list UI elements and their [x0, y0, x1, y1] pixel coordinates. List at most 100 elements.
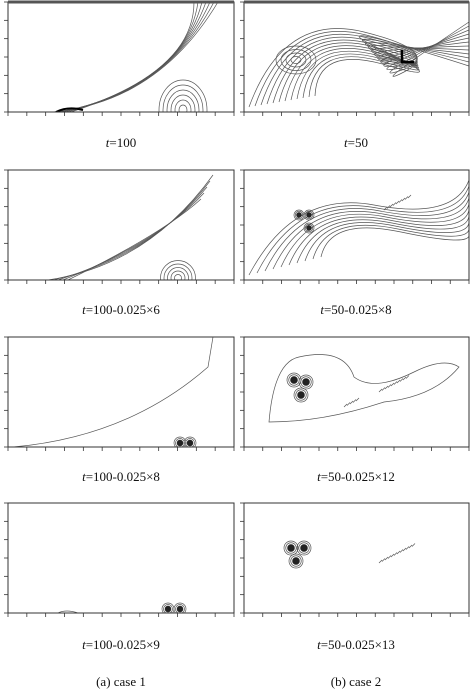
- contour-line: [404, 196, 409, 200]
- contour-line: [290, 47, 469, 101]
- panel: [4, 0, 235, 116]
- contour-line: [12, 337, 214, 447]
- panel-caption: t=100-0.025×9: [82, 637, 160, 652]
- contour-line: [288, 553, 304, 569]
- contour-line: [384, 385, 389, 390]
- panel: [240, 0, 470, 116]
- contour-line: [399, 549, 404, 553]
- contour-line: [290, 555, 302, 567]
- contour-line: [408, 544, 413, 549]
- vortex-core: [290, 376, 298, 384]
- contour-line: [387, 384, 392, 388]
- panel-frame: [7, 336, 235, 448]
- panel-caption: t=50-0.025×8: [320, 302, 392, 317]
- contour-line: [61, 2, 207, 112]
- contour-line: [343, 403, 348, 408]
- contour-line: [401, 197, 406, 202]
- vortex-core: [296, 212, 302, 218]
- vortex-core: [287, 544, 295, 552]
- contour-line: [268, 354, 460, 423]
- contour-line: [296, 540, 312, 556]
- contour-line: [283, 540, 299, 556]
- panel-caption: t=100-0.025×8: [82, 469, 160, 484]
- contour-line: [174, 99, 192, 112]
- contour-line: [405, 546, 410, 550]
- contour-line: [160, 260, 196, 280]
- panel-frame: [7, 169, 235, 281]
- contour-line: [349, 400, 354, 405]
- contour-line: [346, 402, 351, 406]
- panel-frame: [7, 502, 235, 614]
- contour-line: [293, 387, 309, 403]
- plot-area: [57, 602, 187, 613]
- contour-line: [248, 179, 469, 276]
- contour-line: [378, 388, 383, 393]
- panel: [240, 336, 470, 451]
- contour-line: [352, 399, 357, 403]
- contour-line: [173, 436, 187, 447]
- contour-line: [381, 387, 386, 391]
- contour-line: [256, 185, 469, 274]
- contour-line: [175, 604, 185, 613]
- contour-line: [290, 56, 302, 64]
- vortex-core: [297, 391, 305, 399]
- panel-caption: t=50: [344, 135, 368, 150]
- vortex-core: [177, 606, 183, 612]
- contour-line: [185, 438, 195, 447]
- contour-line: [298, 542, 310, 554]
- panel: [4, 502, 235, 617]
- contour-line: [304, 210, 314, 220]
- vortex-core: [187, 440, 193, 446]
- panel: [240, 169, 470, 284]
- contour-line: [384, 556, 389, 561]
- contour-line: [272, 197, 469, 270]
- contour-line: [55, 107, 84, 112]
- contour-line: [355, 397, 360, 402]
- panel: [240, 502, 470, 617]
- contour-line: [178, 104, 188, 112]
- plot-area: [12, 337, 214, 447]
- contour-line: [52, 2, 219, 112]
- contour-line: [285, 542, 297, 554]
- wall: [400, 50, 414, 64]
- contour-line: [55, 2, 215, 112]
- contour-line: [67, 2, 199, 112]
- panel: [4, 336, 235, 451]
- plot-area: [47, 174, 214, 280]
- plot-area: [283, 540, 416, 569]
- column-label: (a) case 1: [96, 674, 146, 689]
- vortex-core: [165, 606, 171, 612]
- vortex-core: [300, 544, 308, 552]
- contour-line: [296, 45, 469, 100]
- contour-line: [402, 376, 407, 381]
- contour-line: [389, 203, 394, 208]
- contour-line: [170, 94, 196, 112]
- plot-area: [248, 21, 469, 108]
- contour-line: [58, 2, 211, 112]
- vortex-core: [306, 212, 312, 218]
- contour-line: [70, 2, 195, 112]
- column-label: (b) case 2: [330, 674, 382, 689]
- contour-line: [162, 84, 204, 112]
- panel-frame: [243, 502, 470, 614]
- contour-line: [57, 610, 79, 613]
- contour-line: [175, 438, 185, 447]
- contour-line: [275, 45, 317, 75]
- contour-line: [381, 558, 386, 562]
- vortex-core: [306, 225, 312, 231]
- contour-line: [284, 45, 469, 102]
- contour-line: [296, 215, 469, 264]
- panel-caption: t=50-0.025×13: [317, 637, 395, 652]
- contour-line: [158, 79, 208, 112]
- contour-line: [396, 379, 401, 384]
- contour-line: [174, 274, 182, 280]
- contour-line: [163, 263, 193, 280]
- contour-line: [378, 559, 383, 564]
- contour-line: [62, 192, 205, 280]
- contour-line: [303, 222, 315, 234]
- panel-frame: [243, 169, 470, 281]
- contour-line: [312, 224, 469, 260]
- plot-area: [52, 2, 219, 112]
